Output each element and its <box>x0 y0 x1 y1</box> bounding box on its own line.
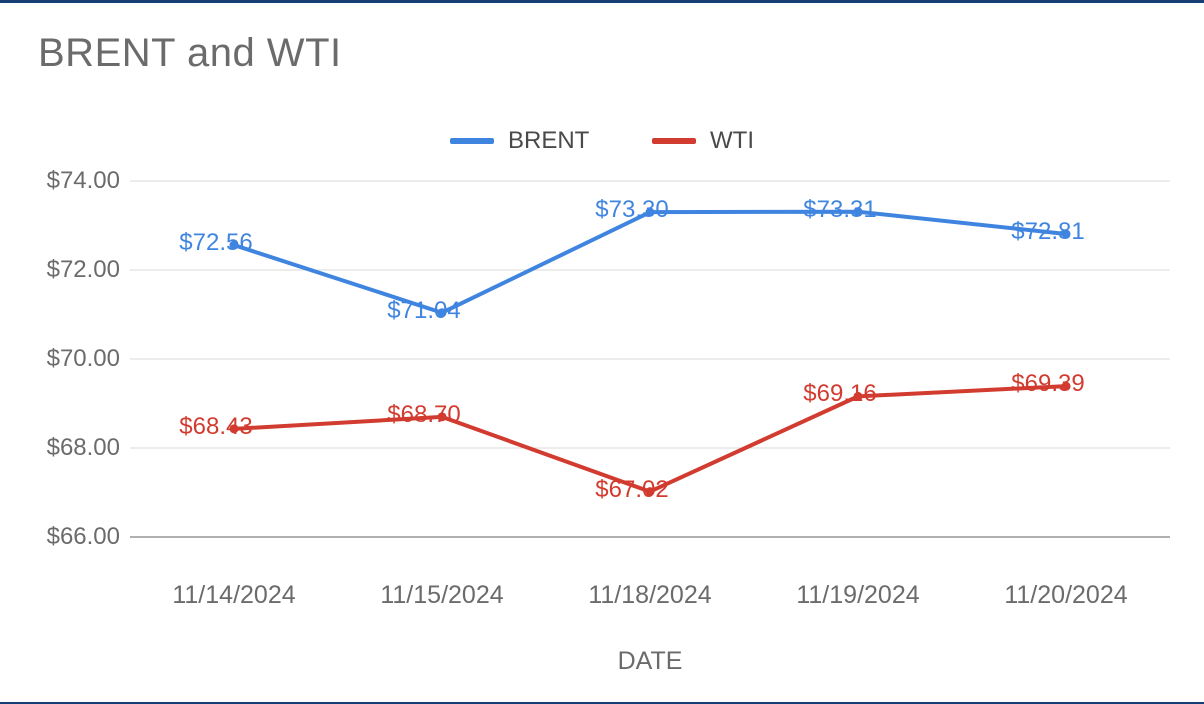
y-tick-label: $70.00 <box>20 345 120 373</box>
data-label-wti: $68.43 <box>179 413 252 441</box>
data-label-brent: $71.04 <box>387 297 460 325</box>
legend-label-wti: WTI <box>710 127 754 155</box>
y-tick-label: $72.00 <box>20 256 120 284</box>
data-label-brent: $73.31 <box>803 196 876 224</box>
data-label-brent: $72.56 <box>179 229 252 257</box>
x-tick-label: 11/15/2024 <box>352 581 532 610</box>
legend-item-wti: WTI <box>652 127 754 155</box>
y-tick-label: $66.00 <box>20 523 120 551</box>
x-tick-label: 11/18/2024 <box>560 581 740 610</box>
legend-swatch-brent <box>450 138 494 144</box>
y-tick-label: $68.00 <box>20 434 120 462</box>
x-axis-title: DATE <box>590 647 710 676</box>
y-tick-label: $74.00 <box>20 167 120 195</box>
data-label-wti: $67.02 <box>595 476 668 504</box>
data-label-wti: $69.16 <box>803 380 876 408</box>
legend-label-brent: BRENT <box>508 127 589 155</box>
data-label-brent: $72.81 <box>1011 218 1084 246</box>
x-tick-label: 11/20/2024 <box>976 581 1156 610</box>
x-tick-label: 11/19/2024 <box>768 581 948 610</box>
data-label-wti: $69.39 <box>1011 370 1084 398</box>
chart-title: BRENT and WTI <box>38 31 342 76</box>
oil-price-chart: BRENT and WTI BRENT WTI DATE $66.00 $68.0… <box>0 0 1204 704</box>
x-tick-label: 11/14/2024 <box>144 581 324 610</box>
legend-swatch-wti <box>652 138 696 144</box>
legend-item-brent: BRENT <box>450 127 589 155</box>
data-label-brent: $73.30 <box>595 196 668 224</box>
chart-legend: BRENT WTI <box>0 123 1204 155</box>
data-label-wti: $68.70 <box>387 401 460 429</box>
